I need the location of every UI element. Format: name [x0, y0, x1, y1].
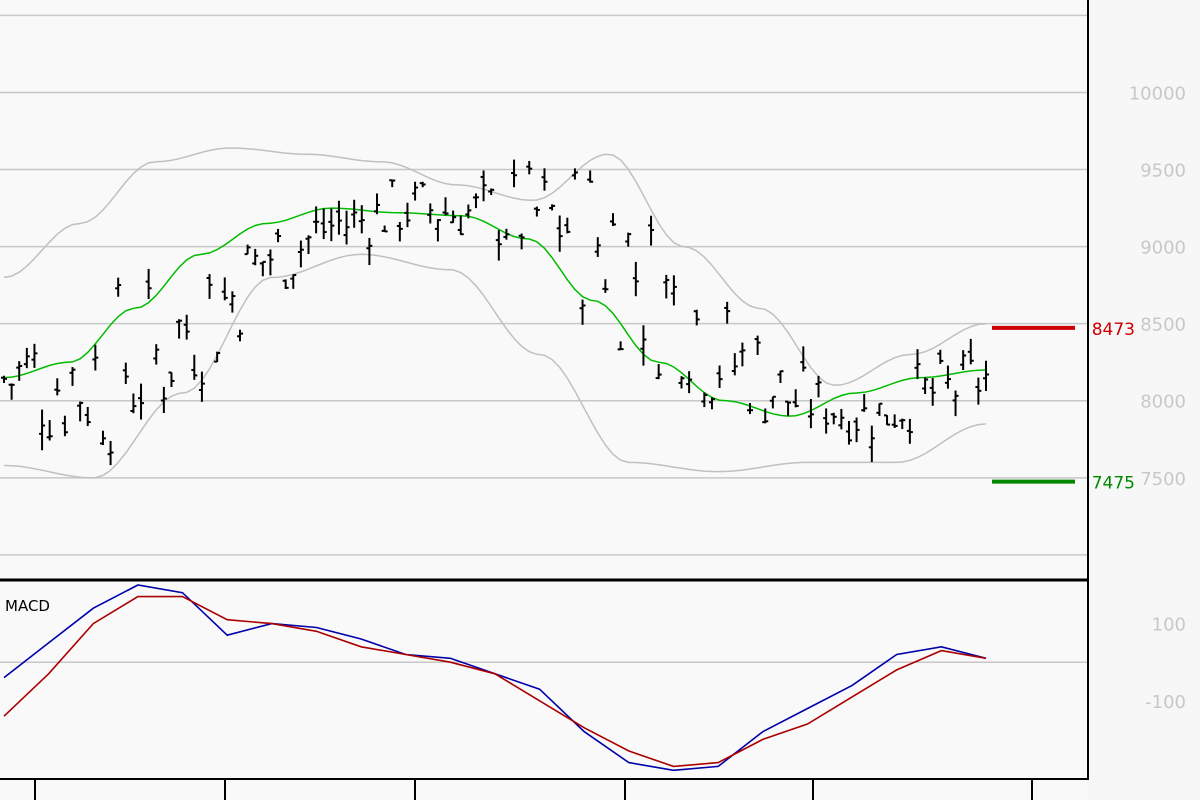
price-tick-label: 8000 — [1140, 392, 1186, 413]
lower-band-line — [3, 253, 987, 479]
price-tick-label: 7500 — [1140, 469, 1186, 490]
price-tick-label: 10000 — [1129, 83, 1186, 104]
price-tick-label: 9500 — [1140, 161, 1186, 182]
signal-line — [3, 595, 987, 768]
macd-tick-label: -100 — [1145, 692, 1186, 713]
support-label: 7475 — [1092, 474, 1135, 494]
macd-title: MACD — [5, 597, 50, 615]
ohlc-bars — [1, 159, 989, 466]
price-levels: 8473 7475 — [992, 320, 1135, 494]
upper-band-line — [3, 147, 987, 387]
middle-band-line — [3, 207, 987, 417]
resistance-label: 8473 — [1092, 320, 1135, 340]
macd-axis-labels: 100 -100 — [1145, 615, 1186, 713]
price-axis-labels: 10000 9500 9000 8500 8000 7500 — [1129, 83, 1186, 489]
bollinger-bands — [3, 147, 987, 479]
macd-tick-label: 100 — [1152, 615, 1186, 636]
price-gridlines — [0, 14, 1088, 556]
macd-lines — [3, 584, 987, 772]
price-tick-label: 8500 — [1140, 315, 1186, 336]
price-tick-label: 9000 — [1140, 238, 1186, 259]
time-axis-ticks — [34, 780, 1033, 800]
